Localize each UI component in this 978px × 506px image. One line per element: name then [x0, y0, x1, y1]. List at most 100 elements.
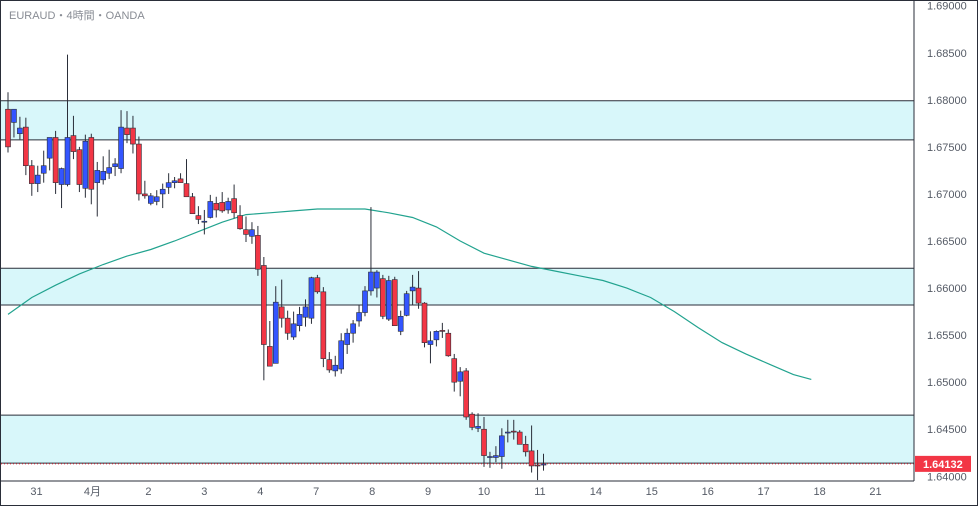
candle-body: [183, 183, 190, 198]
candle-body: [142, 193, 148, 197]
candle: [219, 192, 225, 213]
candle: [11, 108, 17, 138]
candle: [475, 413, 481, 433]
candle-body: [17, 127, 23, 135]
current-price-tag-background: [915, 455, 971, 472]
time-tick-label: 17: [758, 486, 770, 498]
price-tick-label: 1.65500: [927, 330, 967, 342]
candle-body: [457, 371, 464, 382]
candle-body: [52, 137, 59, 183]
candle-body: [28, 165, 35, 184]
candle-body: [522, 443, 529, 453]
candle-body: [165, 182, 172, 188]
price-tick-label: 1.65000: [927, 377, 967, 389]
candle-body: [70, 135, 77, 152]
resistance-support-zones: [1, 100, 914, 464]
time-tick-label: 31: [30, 486, 42, 498]
candle: [243, 216, 249, 242]
candle-body: [284, 317, 291, 334]
candle-body: [290, 323, 297, 338]
candle-body: [177, 178, 184, 183]
candle-body: [427, 340, 434, 345]
time-tick-label: 9: [425, 486, 431, 498]
candle: [320, 287, 327, 368]
candle: [362, 286, 368, 317]
candle: [76, 146, 83, 193]
time-tick-label: 15: [646, 486, 658, 498]
candle: [296, 306, 303, 332]
candle-body: [201, 220, 208, 223]
candle: [213, 196, 220, 218]
candle: [17, 116, 23, 140]
candle-body: [112, 163, 118, 167]
candle-body: [171, 180, 178, 183]
candle-body: [463, 370, 469, 418]
candle-body: [338, 340, 345, 370]
candle-body: [243, 229, 249, 235]
time-tick-label: 11: [534, 486, 545, 498]
candle-body: [368, 271, 374, 292]
candle-body: [475, 426, 481, 429]
candles: [1, 54, 914, 481]
price-tick-label: 1.64500: [927, 424, 967, 436]
time-tick-label: 21: [869, 486, 881, 498]
candle: [368, 207, 374, 296]
candle-body: [528, 450, 535, 467]
candle-body: [82, 140, 89, 189]
price-tick-label: 1.68500: [927, 48, 967, 60]
candle: [272, 286, 279, 364]
candle-body: [266, 346, 273, 367]
candle-body: [100, 171, 106, 181]
candle-body: [195, 215, 202, 220]
price-tick-label: 1.69000: [927, 1, 967, 13]
candle-body: [94, 170, 101, 183]
time-tick-label: 16: [702, 486, 714, 498]
candle-body: [249, 229, 255, 237]
candle-body: [159, 188, 166, 195]
candle: [510, 419, 517, 440]
candle-body: [439, 330, 446, 332]
candle: [70, 115, 77, 160]
time-tick-label: 18: [813, 486, 825, 498]
candle: [183, 159, 190, 198]
candle: [52, 130, 59, 194]
candle: [522, 435, 529, 457]
price-tick-label: 1.67500: [927, 142, 967, 154]
time-axis[interactable]: 31 4月 2 3 4 7 8 9 10 11 14 15 16 17 18 21: [1, 480, 914, 498]
candle: [499, 428, 505, 469]
candle: [504, 419, 511, 443]
candle: [338, 333, 345, 374]
candle: [171, 177, 178, 189]
candle-body: [11, 108, 17, 123]
candle: [528, 425, 535, 473]
candle: [40, 150, 47, 183]
price-tick-label: 1.66000: [927, 283, 967, 295]
moving-average-line: [7, 208, 812, 380]
candle-body: [409, 286, 416, 292]
candle-body: [136, 143, 142, 195]
candle: [148, 193, 154, 206]
candle: [493, 446, 499, 463]
candle: [481, 417, 487, 467]
price-axis[interactable]: 1.69000 1.68500 1.68000 1.67500 1.67000 1.665…: [913, 1, 967, 483]
candle-body: [88, 137, 95, 190]
candle: [385, 275, 392, 321]
candle: [153, 190, 160, 206]
candle: [374, 270, 380, 298]
price-tick-label: 1.66500: [927, 236, 967, 248]
candle: [255, 225, 261, 276]
candle: [403, 290, 410, 317]
candle: [380, 274, 386, 320]
candle-body: [534, 464, 541, 467]
candle-body: [278, 306, 285, 319]
candle-body: [314, 277, 321, 293]
candle-body: [326, 359, 333, 371]
candle-body: [124, 127, 130, 135]
candle-body: [58, 168, 65, 185]
candle-body: [296, 314, 303, 327]
candle: [106, 149, 112, 179]
candle: [88, 133, 95, 205]
candle-body: [213, 203, 220, 211]
